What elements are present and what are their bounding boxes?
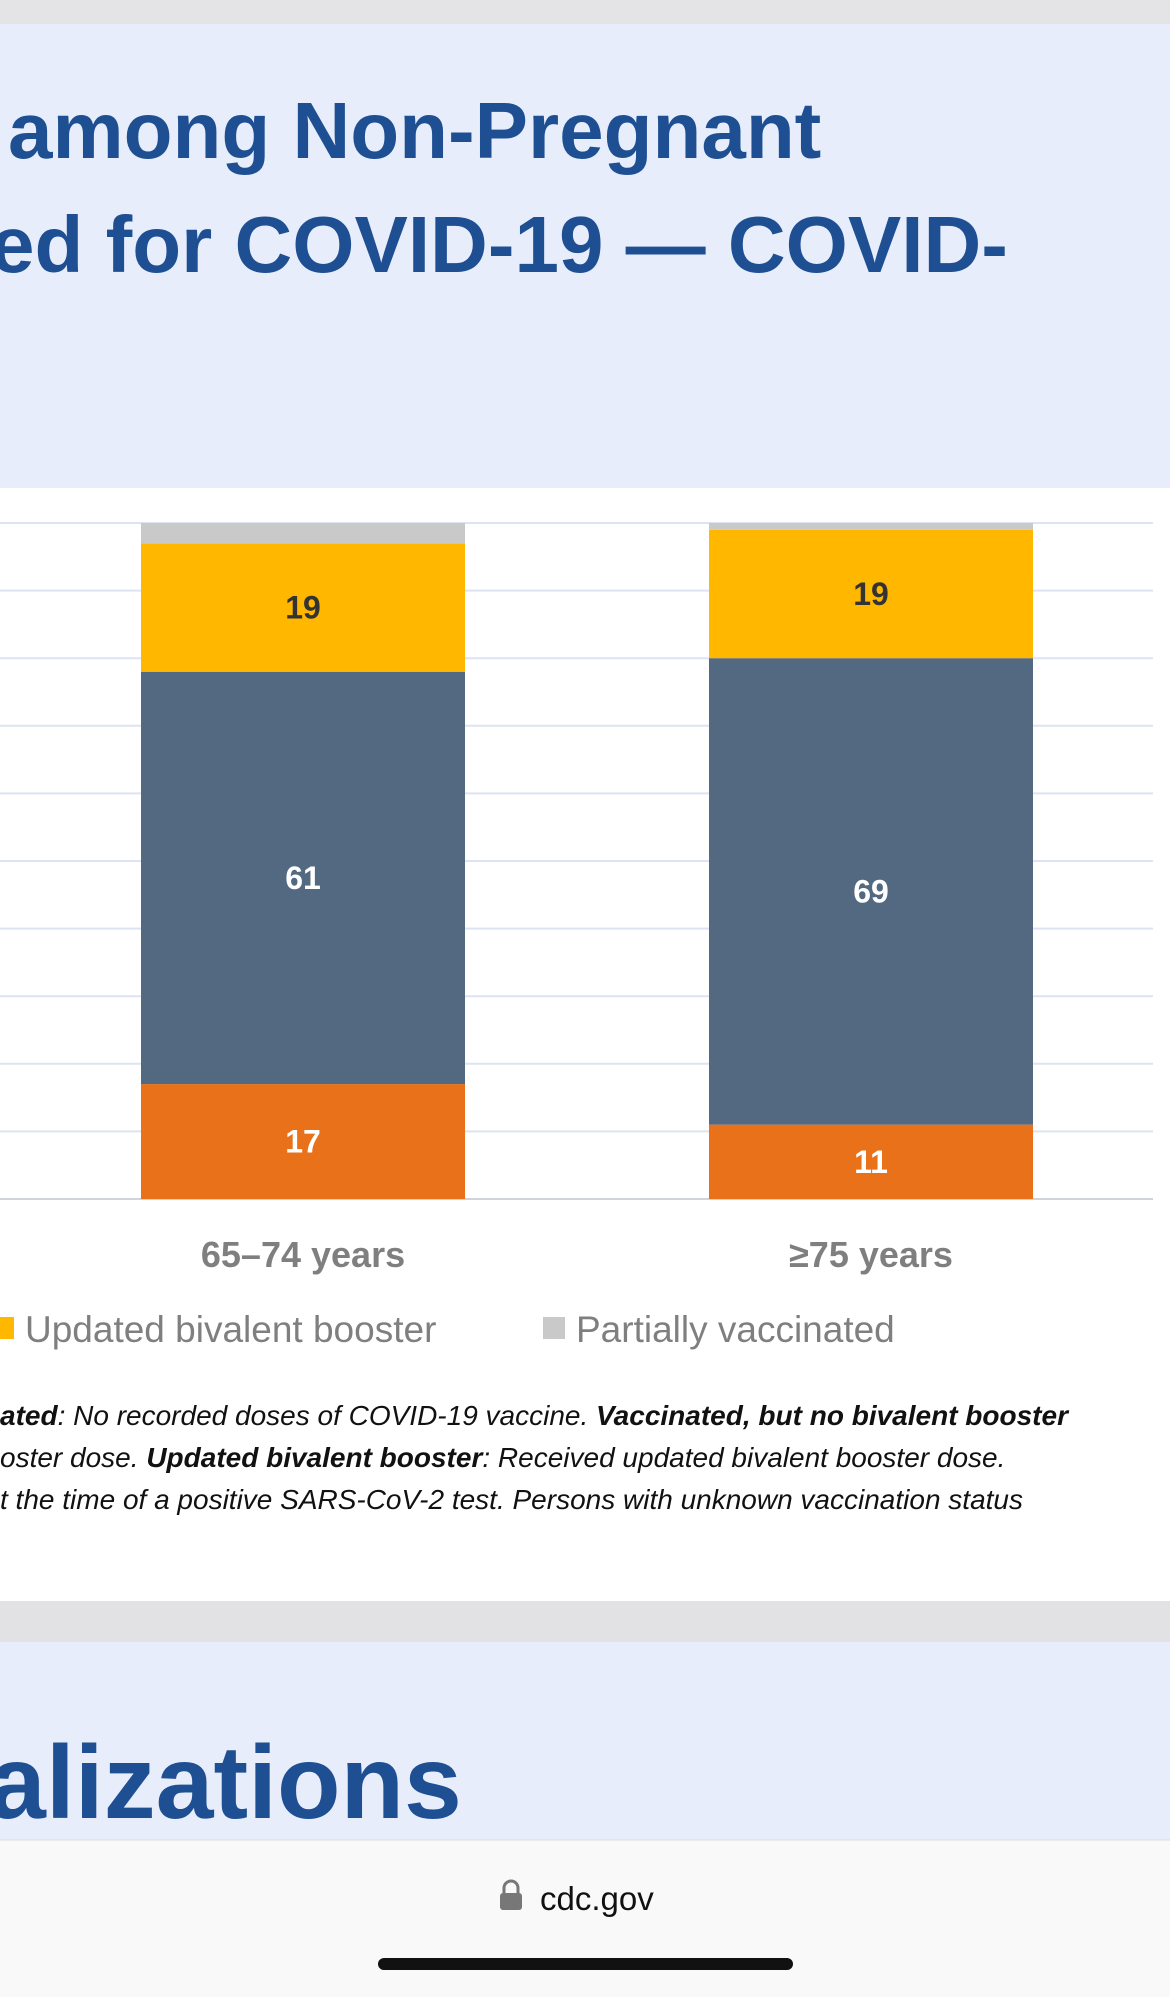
footnote-run: Vaccinated, but no bivalent booster — [596, 1400, 1070, 1431]
bar-segment — [141, 1084, 465, 1199]
value-label: 69 — [853, 873, 889, 909]
legend-swatch — [0, 1317, 14, 1339]
footnote-run: oster dose. — [0, 1442, 146, 1473]
bar-segment — [709, 529, 1033, 659]
footnote-run: Updated bivalent booster — [146, 1442, 484, 1473]
bar-segment — [141, 671, 465, 1085]
value-label: 19 — [853, 576, 889, 612]
legend-label: Partially vaccinated — [576, 1309, 895, 1350]
slide-header — [0, 24, 1170, 488]
bar-segment — [709, 1124, 1033, 1199]
footnote-line: oster dose. Updated bivalent booster: Re… — [0, 1442, 1005, 1473]
next-slide-title: alizations — [0, 1725, 462, 1841]
footnote-run: ated — [0, 1400, 58, 1431]
legend-swatch — [543, 1317, 565, 1339]
value-label: 61 — [285, 860, 321, 896]
lock-icon — [500, 1879, 522, 1910]
footnote: ated: No recorded doses of COVID-19 vacc… — [0, 1400, 1070, 1515]
footnote-run: : Received updated bivalent booster dose… — [482, 1442, 1005, 1473]
footnote-run: : No recorded doses of COVID-19 vaccine. — [58, 1400, 596, 1431]
footnote-run: t the time of a positive SARS-CoV-2 test… — [0, 1484, 1023, 1515]
x-tick-label: ≥75 years — [789, 1234, 953, 1275]
legend-label: Updated bivalent booster — [25, 1309, 436, 1350]
home-indicator — [378, 1958, 793, 1970]
bar-segment — [709, 523, 1033, 530]
url[interactable]: cdc.gov — [540, 1880, 654, 1917]
footnote-line: ated: No recorded doses of COVID-19 vacc… — [0, 1400, 1070, 1431]
next-slide — [0, 1642, 1170, 1840]
bar-segment — [709, 658, 1033, 1125]
slide-title-line: ed for COVID-19 — COVID- — [0, 200, 1008, 289]
top-separator — [0, 0, 1170, 24]
x-tick-label: 65–74 years — [201, 1234, 405, 1275]
value-label: 19 — [285, 590, 321, 626]
bar-segment — [141, 523, 465, 544]
value-label: 17 — [285, 1124, 321, 1160]
footnote-line: t the time of a positive SARS-CoV-2 test… — [0, 1484, 1023, 1515]
value-label: 11 — [854, 1144, 888, 1180]
slide-separator — [0, 1601, 1170, 1642]
browser-bar — [0, 1840, 1170, 1997]
chart: 17 61 19 65–74 years 11 69 19 ≥75 years Updated … — [0, 522, 1153, 1350]
bar-segment — [141, 543, 465, 672]
slide-title-line: among Non-Pregnant — [8, 86, 821, 175]
